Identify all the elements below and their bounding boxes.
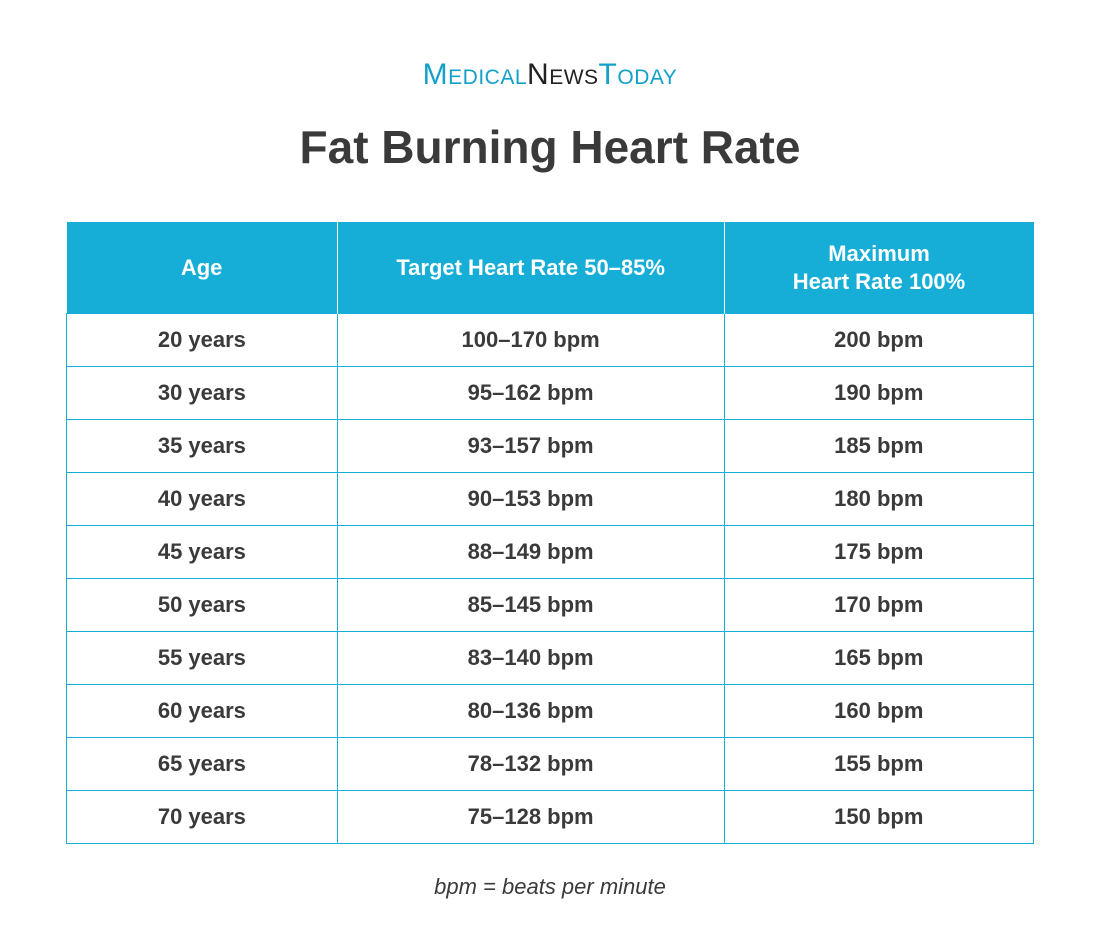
- cell-target-hr: 90–153 bpm: [337, 473, 724, 526]
- cell-max-hr: 190 bpm: [724, 367, 1033, 420]
- cell-target-hr: 88–149 bpm: [337, 526, 724, 579]
- table-header: Age Target Heart Rate 50–85% Maximum Hea…: [67, 222, 1034, 314]
- cell-max-hr: 180 bpm: [724, 473, 1033, 526]
- cell-target-hr: 80–136 bpm: [337, 685, 724, 738]
- col-header-target-hr: Target Heart Rate 50–85%: [337, 222, 724, 314]
- cell-target-hr: 85–145 bpm: [337, 579, 724, 632]
- cell-target-hr: 78–132 bpm: [337, 738, 724, 791]
- cell-max-hr: 170 bpm: [724, 579, 1033, 632]
- heart-rate-table: Age Target Heart Rate 50–85% Maximum Hea…: [66, 222, 1034, 844]
- table-body: 20 years100–170 bpm200 bpm30 years95–162…: [67, 314, 1034, 844]
- cell-max-hr: 175 bpm: [724, 526, 1033, 579]
- footnote: bpm = beats per minute: [0, 874, 1100, 900]
- table-row: 20 years100–170 bpm200 bpm: [67, 314, 1034, 367]
- cell-age: 65 years: [67, 738, 338, 791]
- table-row: 65 years78–132 bpm155 bpm: [67, 738, 1034, 791]
- cell-age: 45 years: [67, 526, 338, 579]
- brand-word-1: Medical: [423, 58, 527, 91]
- cell-target-hr: 93–157 bpm: [337, 420, 724, 473]
- heart-rate-table-wrap: Age Target Heart Rate 50–85% Maximum Hea…: [66, 222, 1034, 844]
- cell-age: 20 years: [67, 314, 338, 367]
- cell-age: 60 years: [67, 685, 338, 738]
- cell-max-hr: 150 bpm: [724, 791, 1033, 844]
- cell-target-hr: 95–162 bpm: [337, 367, 724, 420]
- col-header-age: Age: [67, 222, 338, 314]
- col-header-max-hr: Maximum Heart Rate 100%: [724, 222, 1033, 314]
- table-row: 60 years80–136 bpm160 bpm: [67, 685, 1034, 738]
- cell-age: 70 years: [67, 791, 338, 844]
- table-row: 55 years83–140 bpm165 bpm: [67, 632, 1034, 685]
- cell-max-hr: 155 bpm: [724, 738, 1033, 791]
- col-header-max-hr-line1: Maximum: [828, 241, 929, 266]
- page-title: Fat Burning Heart Rate: [0, 120, 1100, 174]
- cell-max-hr: 165 bpm: [724, 632, 1033, 685]
- brand-logo: MedicalNewsToday: [0, 58, 1100, 92]
- cell-age: 50 years: [67, 579, 338, 632]
- cell-max-hr: 200 bpm: [724, 314, 1033, 367]
- brand-word-3: Today: [599, 58, 678, 91]
- cell-max-hr: 160 bpm: [724, 685, 1033, 738]
- table-row: 50 years85–145 bpm170 bpm: [67, 579, 1034, 632]
- table-row: 35 years93–157 bpm185 bpm: [67, 420, 1034, 473]
- table-row: 45 years88–149 bpm175 bpm: [67, 526, 1034, 579]
- cell-age: 30 years: [67, 367, 338, 420]
- cell-age: 35 years: [67, 420, 338, 473]
- cell-age: 40 years: [67, 473, 338, 526]
- col-header-max-hr-line2: Heart Rate 100%: [793, 269, 965, 294]
- brand-word-2: News: [527, 58, 599, 91]
- table-row: 70 years75–128 bpm150 bpm: [67, 791, 1034, 844]
- page: MedicalNewsToday Fat Burning Heart Rate …: [0, 0, 1100, 932]
- cell-target-hr: 83–140 bpm: [337, 632, 724, 685]
- cell-target-hr: 100–170 bpm: [337, 314, 724, 367]
- table-row: 40 years90–153 bpm180 bpm: [67, 473, 1034, 526]
- cell-target-hr: 75–128 bpm: [337, 791, 724, 844]
- cell-age: 55 years: [67, 632, 338, 685]
- table-row: 30 years95–162 bpm190 bpm: [67, 367, 1034, 420]
- cell-max-hr: 185 bpm: [724, 420, 1033, 473]
